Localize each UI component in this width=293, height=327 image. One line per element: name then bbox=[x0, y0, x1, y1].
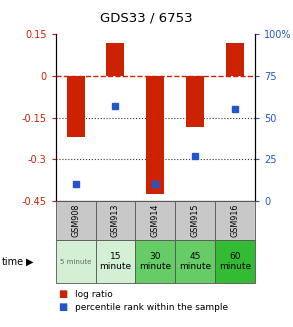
Text: ▶: ▶ bbox=[25, 257, 33, 267]
Text: GSM908: GSM908 bbox=[71, 204, 80, 237]
Text: ■: ■ bbox=[59, 302, 68, 312]
Text: time: time bbox=[1, 257, 24, 267]
Text: 30
minute: 30 minute bbox=[139, 252, 171, 271]
Text: GSM913: GSM913 bbox=[111, 204, 120, 237]
Text: GSM915: GSM915 bbox=[191, 204, 200, 237]
Text: GSM914: GSM914 bbox=[151, 204, 160, 237]
Bar bbox=[146, 76, 164, 194]
Text: 45
minute: 45 minute bbox=[179, 252, 211, 271]
Bar bbox=[67, 76, 85, 137]
Text: ■: ■ bbox=[59, 289, 68, 299]
Text: GSM916: GSM916 bbox=[231, 204, 239, 237]
Text: log ratio: log ratio bbox=[75, 290, 113, 299]
Text: GDS33 / 6753: GDS33 / 6753 bbox=[100, 11, 193, 25]
Text: 5 minute: 5 minute bbox=[60, 259, 91, 265]
Bar bbox=[226, 43, 244, 76]
Text: 15
minute: 15 minute bbox=[99, 252, 132, 271]
Bar bbox=[106, 43, 125, 76]
Bar bbox=[186, 76, 204, 128]
Text: 60
minute: 60 minute bbox=[219, 252, 251, 271]
Text: percentile rank within the sample: percentile rank within the sample bbox=[75, 303, 228, 312]
